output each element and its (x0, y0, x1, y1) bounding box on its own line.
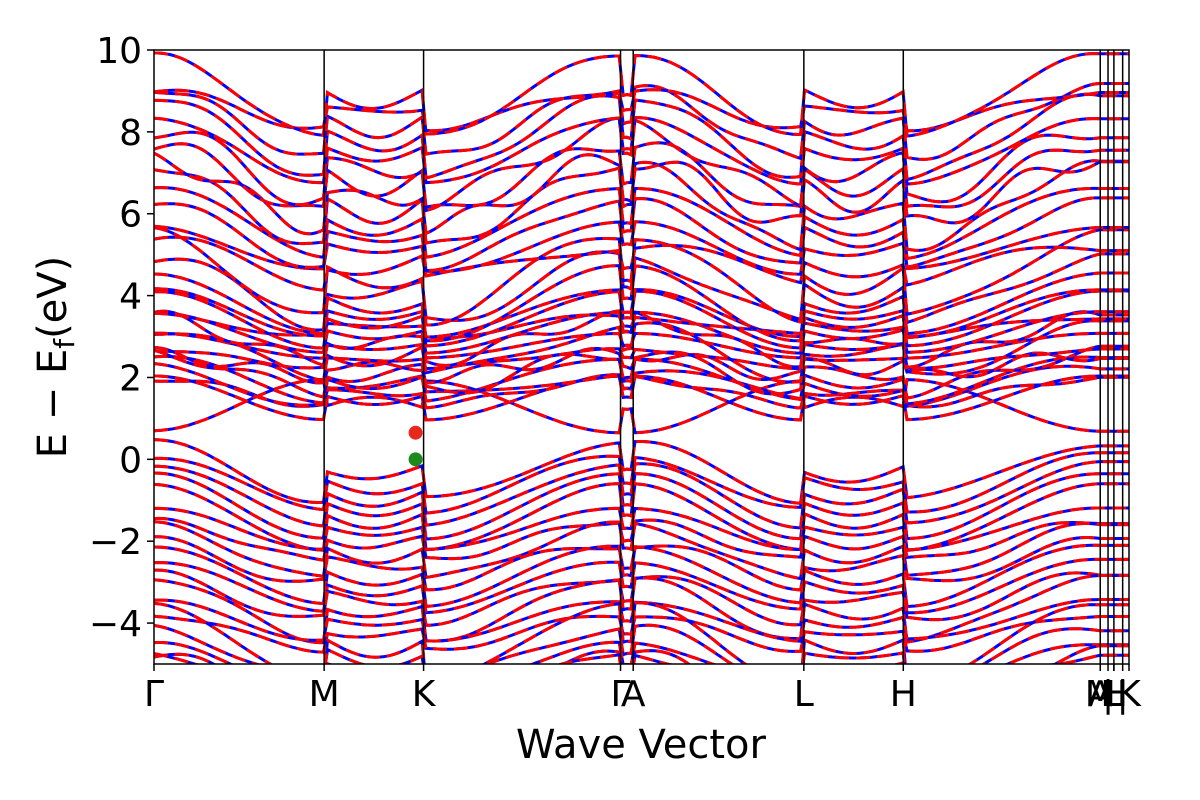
band-line-dashed (154, 141, 1129, 209)
band-edge-markers (408, 425, 423, 467)
band-line-dashed (154, 516, 1129, 562)
x-tick-label: L (794, 674, 814, 715)
band-line-dashed (154, 226, 1129, 327)
x-tick-label: Γ (611, 674, 631, 715)
x-tick-label: | (1117, 674, 1129, 715)
band-line-dashed (154, 471, 1129, 541)
band-line-solid (154, 310, 1129, 355)
band-line-dashed (154, 557, 1129, 615)
y-axis-title-sub: f (48, 338, 81, 349)
x-tick-label: | (1102, 674, 1114, 715)
band-line-dashed (154, 574, 1129, 645)
band-line-dashed (154, 264, 1129, 343)
y-tick-label: 2 (119, 358, 142, 399)
x-tick-label: K (1117, 674, 1142, 715)
cbm-marker (408, 425, 423, 440)
y-tick-label: −2 (89, 522, 142, 563)
x-tick-label: M (1085, 674, 1116, 715)
y-tick-label: 0 (119, 440, 142, 481)
band-line-dashed (154, 601, 1129, 664)
x-tick-label: K (412, 674, 437, 715)
y-tick-label: 4 (119, 277, 142, 318)
band-line-dashed (154, 289, 1129, 350)
x-tick-label: H (890, 674, 917, 715)
band-line-dashed (154, 451, 1129, 515)
x-tick-label: H (1100, 674, 1127, 715)
x-axis-ticks: Γ M K ΓA L H AM|LH|K (144, 664, 1142, 715)
band-line-dashed (154, 250, 1129, 332)
band-line-dashed (154, 92, 1129, 182)
band-line-dashed (154, 614, 1129, 654)
band-lines (154, 51, 1129, 664)
vbm-marker (408, 452, 423, 467)
y-axis-title-main: E − E (30, 349, 76, 459)
x-tick-label: Γ (144, 674, 164, 715)
band-line-dashed (154, 598, 1129, 643)
band-line-dashed (154, 568, 1129, 627)
high-symmetry-lines (323, 50, 1124, 664)
x-tick-label: M (309, 674, 340, 715)
band-line-dashed (154, 347, 1129, 371)
band-line-dashed (154, 159, 1129, 252)
band-line-dashed (154, 331, 1129, 360)
band-line-dashed (154, 82, 1129, 161)
band-line-dashed (154, 344, 1129, 400)
x-tick-label: A (1088, 674, 1113, 715)
band-line-dashed (154, 438, 1129, 505)
band-line-solid (154, 614, 1129, 654)
band-line-solid (154, 362, 1129, 408)
band-line-dashed (154, 88, 1129, 133)
y-axis-ticks: 10 8 6 4 2 0 −2 −4 (89, 31, 154, 645)
band-line-dashed (154, 51, 1129, 138)
band-line-dashed (154, 543, 1129, 609)
band-line-dashed (154, 186, 1129, 261)
y-tick-label: 8 (119, 113, 142, 154)
band-line-dashed (154, 116, 1129, 213)
band-line-dashed (154, 354, 1129, 406)
band-line-solid (154, 557, 1129, 615)
y-tick-label: −4 (89, 604, 142, 645)
x-axis-title: Wave Vector (516, 722, 767, 768)
band-line-dashed (154, 196, 1129, 273)
x-tick-label: A (621, 674, 646, 715)
x-tick-label: L (1104, 674, 1124, 715)
y-tick-label: 10 (96, 31, 142, 72)
y-tick-label: 6 (119, 195, 142, 236)
band-line-dashed (154, 235, 1129, 292)
band-line-dashed (154, 220, 1129, 276)
band-line-dashed (154, 374, 1129, 422)
band-line-dashed (154, 319, 1129, 384)
band-line-dashed (154, 287, 1129, 339)
y-axis-title: E − Ef(eV) (30, 256, 81, 459)
band-line-dashed (154, 151, 1129, 236)
band-line-dashed (154, 460, 1129, 530)
band-line-dashed (154, 115, 1129, 186)
plot-frame (153, 49, 1130, 665)
band-line-dashed (154, 623, 1129, 664)
band-line-dashed (154, 535, 1129, 592)
y-axis-title-unit: (eV) (30, 256, 76, 339)
band-line-solid (154, 506, 1129, 552)
band-line-dashed (154, 520, 1129, 581)
